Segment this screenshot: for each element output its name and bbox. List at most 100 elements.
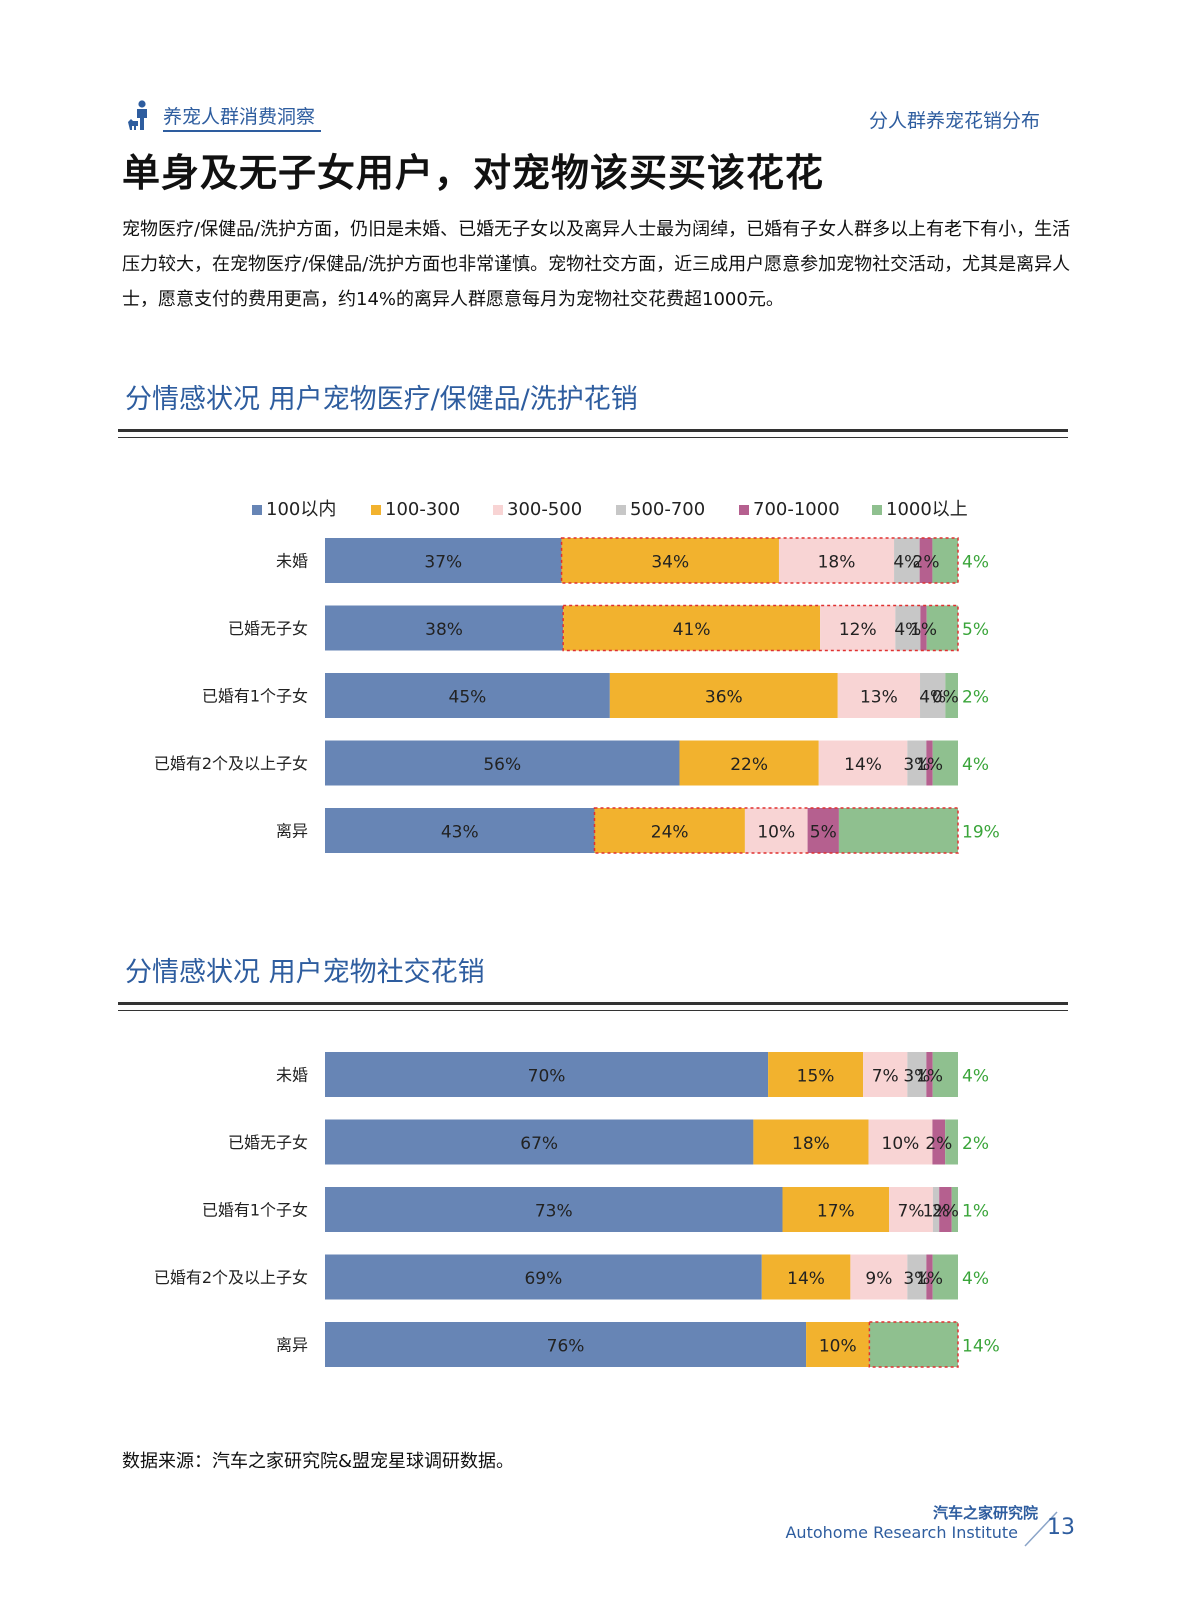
data-label: 67%: [520, 1134, 558, 1154]
data-label: 1%: [916, 1067, 943, 1087]
data-label: 13%: [860, 688, 898, 708]
category-label: 离异: [276, 1336, 308, 1355]
bar-segment-700-1000: [926, 740, 933, 786]
data-label: 43%: [441, 823, 479, 843]
bar-segment-500-700: [894, 538, 920, 583]
data-label: 1%: [910, 620, 937, 640]
bar-segment-500-700: [920, 673, 946, 718]
data-label: 2%: [962, 1134, 989, 1154]
bar-segment-500-700: [907, 1052, 927, 1097]
data-label: 4%: [962, 553, 989, 573]
bar-segment-100以内: [325, 538, 562, 583]
bar-segment-100-300: [561, 538, 779, 583]
legend-label-2: 300-500: [507, 499, 582, 520]
data-source: 数据来源：汽车之家研究院&盟宠星球调研数据。: [122, 1451, 515, 1472]
category-label: 已婚有2个及以上子女: [154, 754, 308, 773]
data-label: 5%: [810, 823, 837, 843]
bar-segment-100-300: [768, 1052, 864, 1097]
bar-segment-300-500: [889, 1187, 933, 1232]
data-label: 7%: [898, 1202, 925, 1222]
bar-segment-1000以上: [926, 605, 958, 651]
legend-swatch-4: [739, 505, 749, 515]
summary-paragraph: 宠物医疗/保健品/洗护方面，仍旧是未婚、已婚无子女以及离异人士最为阔绰，已婚有子…: [122, 219, 1071, 310]
category-label: 已婚无子女: [228, 1133, 308, 1152]
bar-segment-700-1000: [939, 1187, 952, 1232]
data-label: 4%: [962, 1067, 989, 1087]
footer-org-cn: 汽车之家研究院: [932, 1504, 1038, 1522]
bar-segment-1000以上: [838, 808, 958, 853]
bar-segment-100以内: [325, 1322, 807, 1367]
data-label: 3%: [903, 755, 930, 775]
data-label: 14%: [787, 1269, 825, 1289]
data-label: 17%: [817, 1202, 855, 1222]
category-label: 已婚有2个及以上子女: [154, 1268, 308, 1287]
bar-segment-300-500: [820, 605, 896, 651]
header-category: 养宠人群消费洞察: [127, 100, 322, 132]
bar-segment-1000以上: [945, 673, 958, 718]
category-label: 离异: [276, 822, 308, 841]
bar-segment-300-500: [868, 1119, 933, 1165]
bar-segment-100以内: [325, 1254, 762, 1300]
legend-label-4: 700-1000: [753, 499, 840, 520]
data-label: 9%: [865, 1269, 892, 1289]
data-label: 4%: [962, 1269, 989, 1289]
data-label: 4%: [894, 620, 921, 640]
data-label: 2%: [925, 1134, 952, 1154]
bar-segment-1000以上: [951, 1187, 958, 1232]
data-label: 3%: [903, 1067, 930, 1087]
data-label: 41%: [673, 620, 711, 640]
category-label: 已婚有1个子女: [202, 687, 308, 706]
legend-swatch-3: [616, 505, 626, 515]
data-label: 1%: [916, 1269, 943, 1289]
bar-segment-300-500: [837, 673, 921, 718]
bar-segment-500-700: [932, 1187, 940, 1232]
bar-segment-500-700: [907, 1254, 927, 1300]
highlight-box: [560, 537, 959, 584]
highlight-box: [562, 604, 959, 652]
data-label: 1%: [923, 1202, 950, 1222]
data-label: 4%: [962, 755, 989, 775]
category-label: 已婚有1个子女: [202, 1201, 308, 1220]
bar-segment-100-300: [782, 1187, 890, 1232]
data-label: 22%: [730, 755, 768, 775]
bar-segment-100-300: [806, 1322, 870, 1367]
bar-segment-1000以上: [932, 538, 958, 583]
data-label: 2%: [913, 553, 940, 573]
legend-label-0: 100以内: [266, 499, 336, 520]
footer-org-en: Autohome Research Institute: [785, 1523, 1018, 1542]
chart1-title: 分情感状况 用户宠物医疗/保健品/洗护花销: [125, 384, 638, 415]
bar-segment-100-300: [761, 1254, 851, 1300]
bar-segment-500-700: [907, 740, 927, 786]
header-category-label: 养宠人群消费洞察: [163, 105, 322, 132]
bar-segment-100以内: [325, 808, 595, 853]
bar-segment-100以内: [325, 1119, 754, 1165]
bar-segment-1000以上: [932, 1052, 958, 1097]
category-label: 已婚无子女: [228, 619, 308, 638]
bar-segment-700-1000: [932, 1119, 946, 1165]
data-label: 45%: [449, 688, 487, 708]
bar-segment-700-1000: [926, 1254, 933, 1300]
data-label: 18%: [792, 1134, 830, 1154]
bar-segment-100以内: [325, 1187, 783, 1232]
chart2-rule: [118, 1002, 1068, 1011]
data-label: 24%: [651, 823, 689, 843]
data-label: 19%: [962, 823, 1000, 843]
bar-segment-1000以上: [945, 1119, 958, 1165]
data-label: 7%: [872, 1067, 899, 1087]
bar-segment-100以内: [325, 605, 564, 651]
bar-segment-300-500: [863, 1052, 908, 1097]
bar-segment-100以内: [325, 1052, 769, 1097]
legend-swatch-1: [371, 505, 381, 515]
data-label: 70%: [528, 1067, 566, 1087]
bar-segment-1000以上: [869, 1322, 958, 1367]
data-label: 4%: [919, 688, 946, 708]
legend-label-3: 500-700: [630, 499, 705, 520]
header-section-label: 分人群养宠花销分布: [868, 110, 1040, 132]
bar-segment-100以内: [325, 673, 610, 718]
bar-segment-100-300: [609, 673, 838, 718]
bar-segment-100-300: [563, 605, 821, 651]
bar-segment-700-1000: [807, 808, 839, 853]
data-label: 69%: [524, 1269, 562, 1289]
category-label: 未婚: [276, 1066, 308, 1085]
bar-segment-700-1000: [920, 605, 927, 651]
